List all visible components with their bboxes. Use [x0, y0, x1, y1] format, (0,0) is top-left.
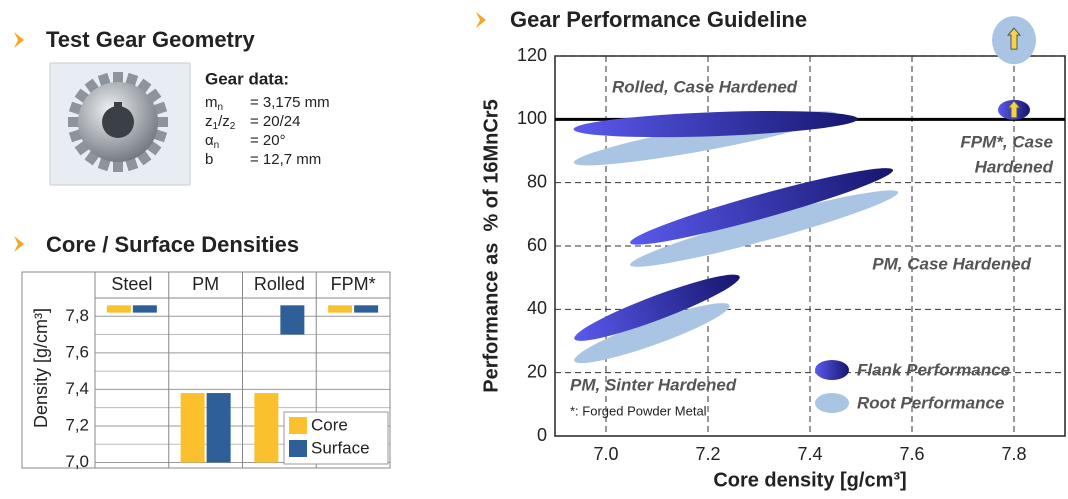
bar	[328, 305, 352, 312]
y-tick-label: 20	[527, 361, 547, 381]
gear-symbol: z1/z2	[205, 113, 236, 132]
x-tick-label: 7.0	[593, 444, 618, 464]
gear-symbol: mn	[205, 94, 223, 113]
bar	[181, 393, 205, 462]
y-tick-label: 100	[517, 108, 547, 128]
y-tick-label: 7,0	[65, 452, 89, 471]
y-axis-label: Performance as % of 16MnCr5	[480, 99, 502, 392]
x-tick-label: 7.6	[899, 444, 924, 464]
x-axis-label: Core density [g/cm³]	[713, 469, 906, 491]
annotation: PM, Sinter Hardened	[570, 375, 737, 394]
symbol-part: b	[205, 151, 213, 168]
legend-swatch	[815, 393, 849, 413]
section-title: Gear Performance Guideline	[510, 7, 807, 32]
legend-label: Flank Performance	[857, 360, 1010, 379]
annotation: Hardened	[975, 157, 1054, 176]
legend-swatch	[289, 417, 307, 434]
legend-label: Core	[311, 415, 348, 434]
symbol-part: m	[205, 94, 218, 111]
section-title: Test Gear Geometry	[46, 27, 255, 52]
symbol-part: n	[214, 140, 220, 151]
symbol-part: /z	[218, 113, 230, 130]
gear-symbol: αn	[205, 132, 219, 151]
y-tick-label: 60	[527, 235, 547, 255]
annotation: Rolled, Case Hardened	[612, 77, 798, 96]
symbol-part: z	[205, 113, 213, 130]
x-tick-label: 7.2	[695, 444, 720, 464]
y-axis-label: Density [g/cm³]	[31, 308, 51, 428]
y-tick-label: 7,2	[65, 415, 89, 434]
x-tick-label: 7.4	[797, 444, 822, 464]
legend-swatch	[815, 360, 849, 380]
bar	[280, 305, 304, 334]
annotation: FPM*, Case	[960, 132, 1053, 151]
y-tick-label: 7,6	[65, 342, 89, 361]
y-tick-label: 0	[537, 425, 547, 445]
x-tick-label: FPM*	[331, 274, 376, 294]
slide: Test Gear Geometry Gear data: mn= 3,175 …	[0, 0, 1068, 494]
gear-symbol: b	[205, 151, 213, 168]
bar	[354, 305, 378, 312]
section-title: Core / Surface Densities	[46, 232, 299, 257]
y-tick-label: 7,4	[65, 379, 89, 398]
y-tick-label: 80	[527, 171, 547, 191]
y-tick-label: 40	[527, 298, 547, 318]
gear-value: = 20°	[250, 132, 286, 149]
bar	[254, 393, 278, 462]
legend-label: Root Performance	[857, 393, 1004, 412]
y-tick-label: 120	[517, 45, 547, 65]
gear-value: = 12,7 mm	[250, 151, 321, 168]
gear-value: = 3,175 mm	[250, 94, 330, 111]
legend-label: Surface	[311, 438, 370, 457]
symbol-part: n	[218, 102, 224, 113]
bar	[107, 305, 131, 312]
symbol-part: α	[205, 132, 214, 149]
legend-swatch	[289, 440, 307, 457]
footnote: *: Forged Powder Metal	[570, 403, 707, 418]
x-tick-label: PM	[192, 274, 219, 294]
x-tick-label: Rolled	[254, 274, 305, 294]
x-tick-label: Steel	[111, 274, 152, 294]
gear-value: = 20/24	[250, 113, 300, 130]
bar	[207, 393, 231, 462]
x-tick-label: 7.8	[1001, 444, 1026, 464]
page: Test Gear Geometry Gear data: mn= 3,175 …	[0, 0, 1068, 499]
symbol-part: 2	[230, 121, 236, 132]
bar	[133, 305, 157, 312]
y-tick-label: 7,8	[65, 306, 89, 325]
annotation: PM, Case Hardened	[872, 254, 1031, 273]
gear-data-title: Gear data:	[205, 69, 289, 88]
